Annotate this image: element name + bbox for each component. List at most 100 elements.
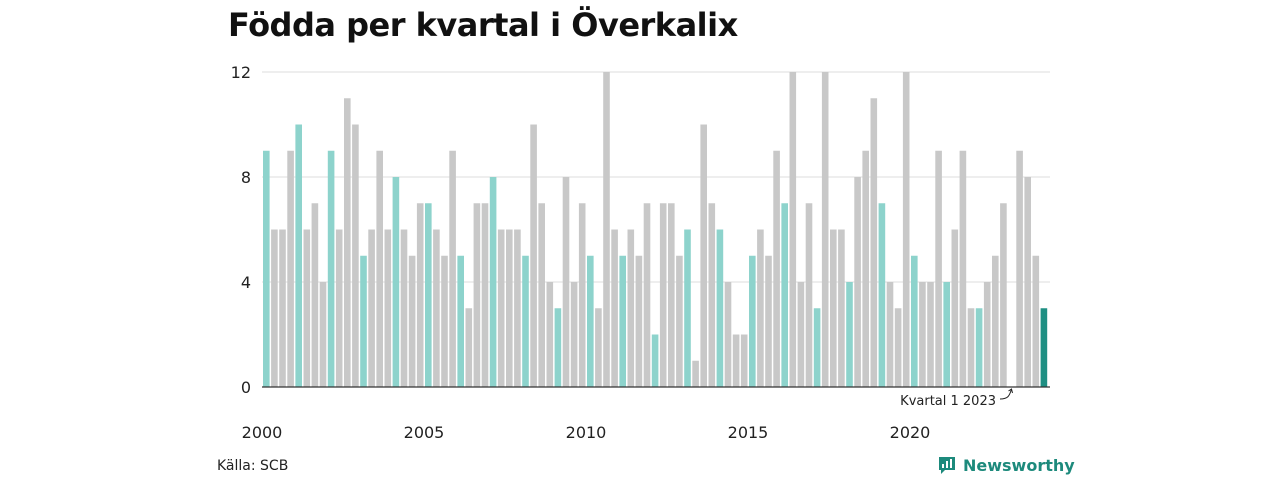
bar-2001-q3 — [311, 203, 319, 387]
brand-name: Newsworthy — [963, 455, 1075, 475]
bar-2007-q4 — [514, 229, 521, 387]
bar-2019-q2 — [886, 282, 894, 387]
x-tick-label: 2020 — [890, 423, 931, 442]
bar-2011-q3 — [635, 255, 643, 387]
bar-2002-q2 — [335, 229, 343, 387]
bar-2013-q4 — [708, 203, 716, 387]
bar-2001-q2 — [303, 229, 311, 387]
bar-2008-q3 — [538, 203, 545, 387]
bars — [263, 72, 1048, 387]
bar-2001-q4 — [319, 282, 327, 387]
bar-2021-q1 — [943, 282, 950, 387]
bar-2006-q2 — [465, 308, 473, 387]
bar-2015-q2 — [757, 229, 764, 387]
bar-2008-q4 — [546, 282, 554, 387]
bar-2010-q2 — [595, 308, 602, 387]
bar-2009-q1 — [554, 308, 562, 387]
bar-2012-q4 — [676, 255, 683, 387]
bar-2001-q1 — [295, 124, 302, 387]
bar-2003-q4 — [384, 229, 392, 387]
bar-2018-q2 — [854, 177, 861, 387]
bar-2023-q4 — [1032, 255, 1040, 387]
bar-2022-q3 — [992, 255, 999, 387]
bar-2013-q3 — [700, 124, 707, 387]
bar-2005-q1 — [425, 203, 432, 387]
bar-2007-q3 — [506, 229, 513, 387]
bar-2006-q4 — [481, 203, 489, 387]
bar-2018-q3 — [862, 150, 869, 387]
bar-2009-q2 — [562, 177, 570, 387]
bar-2012-q1 — [651, 334, 659, 387]
bar-2017-q2 — [821, 72, 829, 387]
bar-2000-q1 — [263, 150, 270, 387]
x-tick-label: 2000 — [242, 423, 283, 442]
brand-logo: Newsworthy — [937, 455, 1075, 475]
bar-2016-q3 — [797, 282, 805, 387]
bar-2006-q1 — [457, 255, 464, 387]
bar-2020-q2 — [919, 282, 926, 387]
bar-2016-q2 — [789, 72, 797, 387]
bar-2010-q4 — [611, 229, 618, 387]
bar-2005-q3 — [441, 255, 448, 387]
bar-2021-q2 — [951, 229, 959, 387]
bar-2004-q2 — [400, 229, 408, 387]
bar-2018-q4 — [870, 98, 878, 387]
bar-2014-q1 — [716, 229, 724, 387]
bar-2010-q3 — [603, 72, 610, 387]
bar-2003-q2 — [368, 229, 375, 387]
bar-2016-q4 — [805, 203, 813, 387]
x-tick-label: 2005 — [404, 423, 445, 442]
bar-2007-q1 — [489, 177, 497, 387]
bar-2011-q4 — [643, 203, 651, 387]
chart-title: Födda per kvartal i Överkalix — [228, 6, 738, 44]
bar-2009-q4 — [578, 203, 586, 387]
bar-2015-q1 — [749, 255, 756, 387]
bar-2003-q1 — [360, 255, 367, 387]
bar-2013-q2 — [692, 360, 699, 387]
bar-2010-q1 — [587, 255, 594, 387]
bar-2015-q3 — [765, 255, 772, 387]
bar-2002-q4 — [352, 124, 359, 387]
x-tick-label: 2010 — [566, 423, 607, 442]
bar-2005-q4 — [449, 150, 456, 387]
bar-2004-q3 — [408, 255, 416, 387]
y-tick-label: 12 — [231, 63, 251, 82]
bar-2016-q1 — [781, 203, 788, 387]
y-tick-label: 0 — [241, 378, 251, 397]
bar-2002-q3 — [344, 98, 351, 387]
bar-2002-q1 — [327, 150, 335, 387]
bar-2014-q4 — [740, 334, 748, 387]
axes: 0 4 8 12 2000 2005 2010 2015 2020 — [231, 63, 1050, 442]
bar-2000-q3 — [279, 229, 286, 387]
bar-2004-q4 — [416, 203, 424, 387]
bar-2022-q2 — [983, 282, 991, 387]
annotation: Kvartal 1 2023 — [900, 388, 1013, 409]
bar-2008-q1 — [522, 255, 529, 387]
bar-2011-q2 — [627, 229, 635, 387]
newsworthy-logo-icon — [939, 457, 955, 474]
bar-2009-q3 — [570, 282, 578, 387]
bar-2017-q1 — [813, 308, 821, 387]
bar-2014-q2 — [724, 282, 732, 387]
bar-2012-q2 — [659, 203, 667, 387]
bar-2022-q4 — [1000, 203, 1007, 387]
source-label: Källa: SCB — [217, 458, 289, 474]
bar-2000-q2 — [271, 229, 278, 387]
highlight-annotation-label: Kvartal 1 2023 — [900, 394, 996, 409]
bar-2021-q3 — [959, 150, 967, 387]
bar-2014-q3 — [732, 334, 740, 387]
x-tick-label: 2015 — [728, 423, 769, 442]
bar-2003-q3 — [376, 150, 383, 387]
bar-2004-q1 — [392, 177, 400, 387]
bar-2012-q3 — [668, 203, 675, 387]
bar-2007-q2 — [497, 229, 505, 387]
bar-2023-q3 — [1024, 177, 1031, 387]
y-tick-label: 4 — [241, 273, 251, 292]
bar-2024-q1 — [1040, 308, 1048, 387]
bar-2006-q3 — [473, 203, 481, 387]
bar-2000-q4 — [287, 150, 294, 387]
bar-2018-q1 — [846, 282, 853, 387]
bar-2017-q3 — [830, 229, 837, 387]
bar-2020-q1 — [911, 255, 918, 387]
